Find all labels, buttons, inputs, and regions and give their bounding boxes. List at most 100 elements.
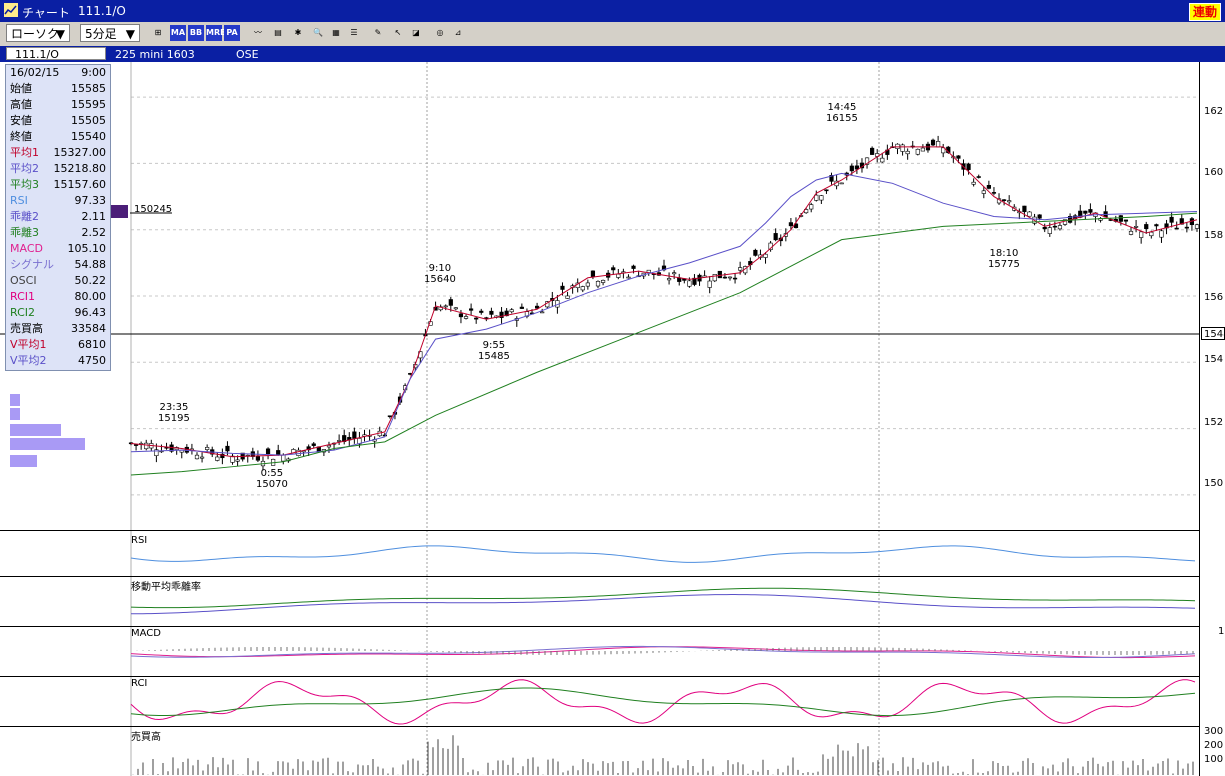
candle-body <box>326 445 332 448</box>
price-annotation: 23:35 15195 <box>158 402 190 424</box>
candle-body <box>1154 224 1159 227</box>
info-label: MACD <box>10 242 43 255</box>
candle-body <box>829 175 834 182</box>
candle-body <box>870 147 875 155</box>
compare-icon[interactable]: ▤ <box>274 28 282 37</box>
candle-body <box>1169 216 1174 223</box>
link-button[interactable]: 連動 <box>1188 3 1221 21</box>
candle-body <box>499 311 504 318</box>
info-label: V平均1 <box>10 338 47 351</box>
axis-tick: 150 <box>1204 478 1224 489</box>
info-value: 6810 <box>78 338 106 351</box>
candle-body <box>732 277 738 280</box>
calendar-icon[interactable]: ▦ <box>332 28 340 37</box>
candle-body <box>666 278 672 281</box>
candle-body <box>560 285 565 290</box>
signal-line <box>130 645 1196 659</box>
panel-divider <box>0 576 1225 577</box>
pen-icon[interactable]: ✎ <box>374 28 382 37</box>
info-value: 105.10 <box>67 242 107 255</box>
candle-body <box>1139 231 1144 238</box>
candle-body <box>453 307 458 310</box>
candle-body <box>1144 224 1149 230</box>
reference-marker <box>110 205 128 218</box>
settings-icon[interactable]: ☰ <box>350 28 358 37</box>
candle-body <box>387 415 392 418</box>
info-row: シグナル 54.88 <box>6 257 110 273</box>
info-label: 平均3 <box>10 178 39 191</box>
candle-body <box>489 310 494 315</box>
info-datetime: 16/02/15 9:00 <box>6 65 110 81</box>
ma-button[interactable]: MA <box>170 25 186 41</box>
mre-button[interactable]: MRE <box>206 25 226 41</box>
price-chart[interactable] <box>0 62 1199 776</box>
axis-tick: 158 <box>1204 230 1224 241</box>
moving-average-line <box>130 212 1198 476</box>
candle-body <box>920 147 925 152</box>
candle-body <box>809 204 814 210</box>
period-select[interactable]: 5分足 ▼ <box>80 24 140 42</box>
price-annotation: 18:10 15775 <box>988 248 1020 270</box>
candle-body <box>687 280 692 287</box>
fib-icon[interactable]: ⊿ <box>454 28 462 37</box>
eraser-icon[interactable]: ◪ <box>412 28 420 37</box>
candle-body <box>1118 215 1123 222</box>
candle-body <box>611 267 616 271</box>
candle-body <box>672 272 677 275</box>
volume-profile-bar <box>10 438 85 450</box>
candle-body <box>839 182 844 185</box>
candle-body <box>215 456 220 461</box>
arrow-icon[interactable]: ↖ <box>394 28 402 37</box>
candle-body <box>956 155 961 159</box>
exchange-name: OSE <box>236 48 259 61</box>
candle-body <box>265 448 271 455</box>
info-value: 54.88 <box>74 258 107 271</box>
ohlc-info-panel: 16/02/15 9:00 始値 15585 高値 15595 安値 15505 終値 1554… <box>5 64 111 371</box>
price-annotation: 9:10 15640 <box>424 263 456 285</box>
line-icon[interactable]: 〰 <box>254 28 262 37</box>
candle-body <box>565 295 570 299</box>
copy-icon[interactable]: ◎ <box>436 28 444 37</box>
info-value: 15218.80 <box>53 162 107 175</box>
candle-body <box>154 449 159 456</box>
chart-style-select[interactable]: ローソク ▼ <box>6 24 70 42</box>
bb-button[interactable]: BB <box>188 25 204 41</box>
info-row: RCI2 96.43 <box>6 305 110 321</box>
axis-tick: 152 <box>1204 417 1224 428</box>
info-value: 15595 <box>71 98 106 111</box>
candle-body <box>814 194 819 201</box>
info-value: 2.11 <box>81 210 107 223</box>
candle-body <box>905 150 910 155</box>
rci-panel-label: RCI <box>131 678 148 689</box>
candle-body <box>717 270 722 279</box>
info-label: 乖離2 <box>10 210 39 223</box>
cursor-icon[interactable]: ⊞ <box>154 28 162 37</box>
info-row: MACD 105.10 <box>6 241 110 257</box>
panel-divider <box>0 626 1225 627</box>
volume-axis-tick: 100 <box>1204 754 1224 765</box>
candle-body <box>600 279 606 283</box>
info-label: 終値 <box>10 130 32 143</box>
pa-button[interactable]: PA <box>224 25 240 41</box>
candle-body <box>930 139 936 146</box>
candle-body <box>194 454 200 460</box>
window-symbol: 111.1/O <box>78 4 126 18</box>
symbol-input[interactable]: 111.1/O <box>6 47 106 61</box>
candle-body <box>276 450 281 456</box>
info-value: 96.43 <box>74 306 107 319</box>
candle-body <box>534 305 540 309</box>
info-label: 始値 <box>10 82 32 95</box>
info-row: OSCI 50.22 <box>6 273 110 289</box>
chart-area[interactable] <box>0 62 1225 776</box>
candle-body <box>474 317 479 320</box>
scale-icon[interactable]: ✱ <box>294 28 302 37</box>
info-value: 50.22 <box>74 274 107 287</box>
candle-body <box>941 147 946 154</box>
candle-body <box>1194 224 1199 229</box>
candle-body <box>1133 226 1139 228</box>
candle-body <box>484 317 489 319</box>
zoom-icon[interactable]: 🔍 <box>313 28 323 37</box>
info-row: V平均1 6810 <box>6 337 110 353</box>
candle-body <box>631 265 636 269</box>
candle-body <box>133 444 139 446</box>
